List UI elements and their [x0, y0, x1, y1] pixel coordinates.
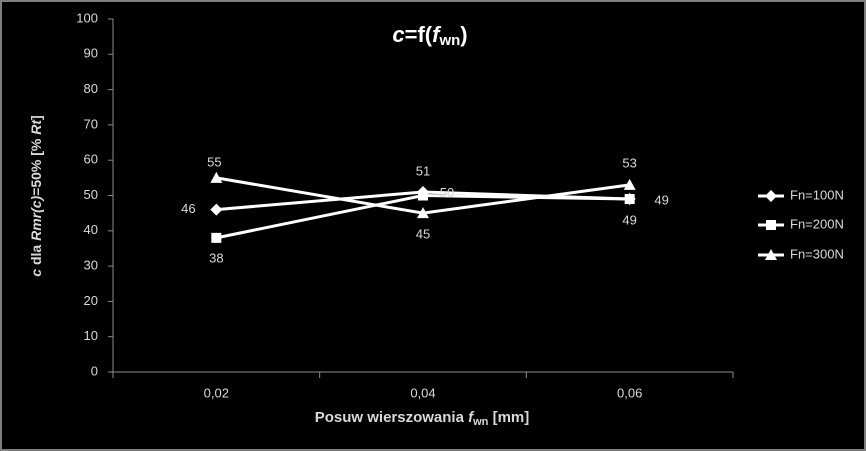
y-tick-label: 60: [84, 152, 98, 167]
x-label-part: [mm]: [488, 409, 529, 426]
data-label: 49: [654, 192, 668, 207]
data-label: 46: [181, 201, 195, 216]
y-tick-label: 20: [84, 293, 98, 308]
legend-label: Fn=200N: [790, 216, 844, 231]
marker: [765, 190, 777, 202]
legend-label: Fn=100N: [790, 187, 844, 202]
data-label: 50: [440, 185, 454, 200]
y-tick-label: 100: [76, 10, 98, 25]
title-part: ): [460, 22, 467, 47]
y-label-part: Rmr(c): [28, 195, 44, 240]
y-tick-label: 80: [84, 81, 98, 96]
marker: [766, 220, 776, 230]
y-label-part: =50% [%: [28, 135, 44, 196]
title-part: f: [432, 22, 442, 47]
marker: [765, 249, 777, 260]
data-label: 49: [622, 212, 636, 227]
y-label-part: ]: [28, 115, 44, 120]
data-label: 38: [209, 250, 223, 265]
marker: [210, 171, 223, 183]
x-label-part: f: [468, 409, 475, 426]
data-label: 51: [416, 163, 430, 178]
y-tick-label: 40: [84, 222, 98, 237]
y-tick-label: 10: [84, 328, 98, 343]
y-tick-label: 50: [84, 187, 98, 202]
legend-label: Fn=300N: [790, 246, 844, 261]
marker: [210, 203, 223, 216]
data-label: 55: [207, 154, 221, 169]
marker: [418, 190, 428, 201]
y-label-part: c: [28, 269, 44, 277]
marker: [417, 207, 429, 219]
title-part: c: [392, 22, 404, 47]
y-tick-label: 70: [84, 116, 98, 131]
x-label-part: Posuw wierszowania: [315, 409, 468, 426]
title-part: =f(: [405, 22, 433, 47]
y-axis-label: c dla Rmr(c)=50% [% Rt]: [28, 115, 44, 276]
y-label-part: dla: [28, 241, 44, 269]
x-axis-label: Posuw wierszowania fwn [mm]: [315, 409, 530, 428]
x-label-part: wn: [472, 416, 489, 428]
data-label: 53: [622, 155, 636, 170]
x-tick-label: 0,02: [204, 385, 229, 400]
chart-title: c=f(fwn): [392, 22, 467, 49]
y-tick-label: 30: [84, 258, 98, 273]
title-part: wn: [438, 32, 460, 49]
marker: [624, 194, 635, 205]
marker: [623, 178, 636, 190]
y-tick-label: 0: [91, 363, 98, 378]
x-tick-label: 0,06: [617, 385, 642, 400]
marker: [211, 232, 222, 243]
y-tick-label: 90: [84, 46, 98, 61]
y-label-part: Rt: [28, 119, 44, 135]
data-label: 45: [416, 227, 430, 242]
x-tick-label: 0,04: [410, 385, 435, 400]
